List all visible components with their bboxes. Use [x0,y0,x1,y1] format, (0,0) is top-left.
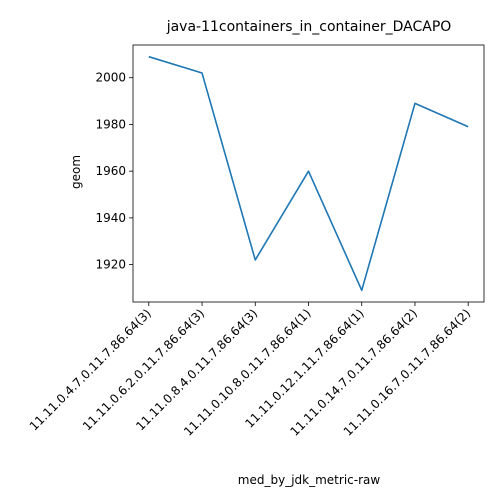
plot-frame [132,44,485,303]
chart-title: java-11containers_in_container_DACAPO [166,19,452,35]
y-tick-label: 1980 [95,117,126,131]
series-line [148,55,469,292]
x-axis-label: med_by_jdk_metric-raw [238,473,381,487]
y-tick-label: 2000 [95,71,126,85]
plot-area: 1920194019601980200011.11.0.4.7.0.11.7.8… [27,44,485,439]
y-tick-label: 1920 [95,258,126,272]
y-axis-label: geom [69,155,83,189]
y-tick-label: 1940 [95,211,126,225]
y-tick-label: 1960 [95,164,126,178]
